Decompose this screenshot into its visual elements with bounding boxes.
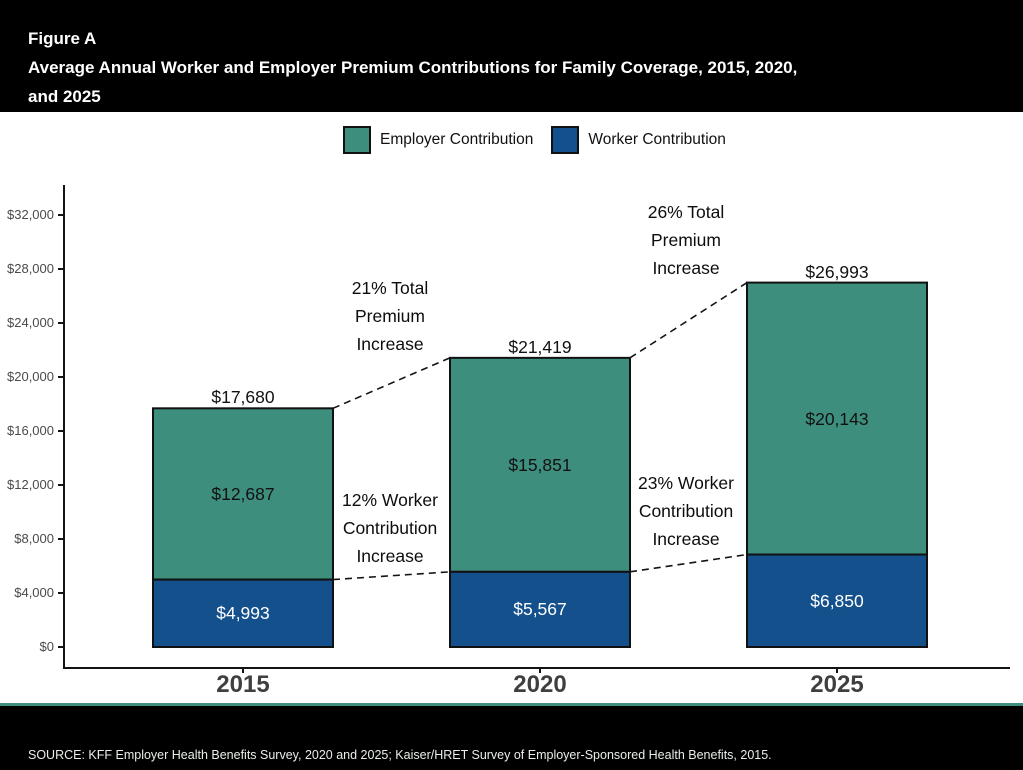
employer-bar-segment bbox=[746, 281, 928, 556]
total-increase-connector bbox=[332, 357, 451, 410]
total-increase-connector bbox=[629, 281, 748, 359]
worker-increase-connector bbox=[629, 553, 748, 573]
legend-label-employer: Employer Contribution bbox=[380, 131, 534, 148]
figure-footer: SOURCE: KFF Employer Health Benefits Sur… bbox=[0, 703, 1023, 770]
worker-bar-segment bbox=[746, 553, 928, 649]
worker-bar-segment bbox=[152, 578, 334, 648]
worker-bar-segment bbox=[449, 570, 631, 649]
figure-label: Figure A bbox=[28, 29, 97, 48]
figure-title-line2: and 2025 bbox=[28, 87, 101, 106]
legend-label-worker: Worker Contribution bbox=[588, 131, 726, 148]
worker-increase-connector bbox=[332, 571, 451, 581]
employer-bar-segment bbox=[449, 356, 631, 573]
source-note: SOURCE: KFF Employer Health Benefits Sur… bbox=[28, 748, 772, 762]
employer-bar-segment bbox=[152, 407, 334, 581]
worker-swatch-icon bbox=[551, 126, 580, 154]
employer-swatch-icon bbox=[343, 126, 371, 154]
figure-header: Figure A Average Annual Worker and Emplo… bbox=[0, 0, 1023, 112]
figure-title-line1: Average Annual Worker and Employer Premi… bbox=[28, 58, 798, 77]
chart-legend: Employer Contribution Worker Contributio… bbox=[343, 126, 726, 154]
